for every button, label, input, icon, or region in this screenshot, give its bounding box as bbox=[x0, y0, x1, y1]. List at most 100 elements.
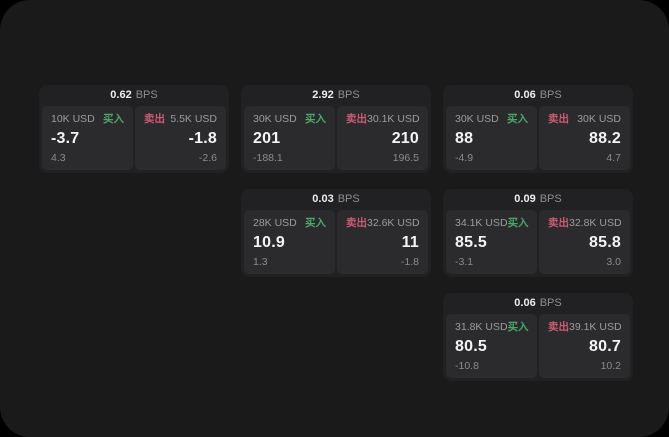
sell-amount: 5.5K USD bbox=[170, 113, 217, 125]
buy-panel-top: 34.1K USD 买入 bbox=[455, 217, 529, 229]
bps-value: 0.06 bbox=[514, 297, 536, 309]
sell-side-label: 卖出 bbox=[548, 321, 569, 333]
quote-card: 0.09 BPS 34.1K USD 买入 85.5 -3.1 卖出 32.8K… bbox=[443, 189, 633, 277]
buy-panel[interactable]: 34.1K USD 买入 85.5 -3.1 bbox=[446, 210, 537, 274]
card-header: 0.06 BPS bbox=[446, 85, 630, 106]
sell-delta: 10.2 bbox=[600, 359, 621, 372]
sell-amount: 39.1K USD bbox=[569, 321, 622, 333]
sell-panel[interactable]: 卖出 39.1K USD 80.7 10.2 bbox=[539, 314, 630, 378]
bps-unit-label: BPS bbox=[337, 89, 360, 101]
buy-panel-top: 30K USD 买入 bbox=[253, 114, 326, 125]
sell-price: 80.7 bbox=[589, 337, 621, 355]
buy-delta: -3.1 bbox=[455, 255, 474, 268]
buy-panel-top: 28K USD 买入 bbox=[253, 218, 326, 229]
sell-side-label: 卖出 bbox=[346, 217, 367, 229]
quote-card: 0.06 BPS 30K USD 买入 88 -4.9 卖出 30K USD 8… bbox=[443, 85, 633, 173]
bps-unit-label: BPS bbox=[539, 193, 562, 205]
buy-price: 80.5 bbox=[455, 337, 487, 355]
sell-price: 88.2 bbox=[589, 129, 621, 147]
buy-side-label: 买入 bbox=[305, 217, 326, 229]
quote-panels: 30K USD 买入 201 -188.1 卖出 30.1K USD 210 1… bbox=[244, 106, 428, 170]
card-header: 0.03 BPS bbox=[244, 189, 428, 210]
bps-unit-label: BPS bbox=[539, 297, 562, 309]
card-header: 2.92 BPS bbox=[244, 85, 428, 106]
buy-price: 201 bbox=[253, 129, 281, 147]
buy-amount: 28K USD bbox=[253, 217, 297, 229]
buy-panel-top: 31.8K USD 买入 bbox=[455, 321, 529, 333]
bps-unit-label: BPS bbox=[337, 193, 360, 205]
bps-value: 0.09 bbox=[514, 193, 536, 205]
sell-panel-top: 卖出 39.1K USD bbox=[548, 321, 622, 333]
quote-panels: 31.8K USD 买入 80.5 -10.8 卖出 39.1K USD 80.… bbox=[446, 314, 630, 378]
buy-amount: 10K USD bbox=[51, 113, 95, 125]
buy-price: -3.7 bbox=[51, 129, 80, 147]
sell-panel[interactable]: 卖出 30.1K USD 210 196.5 bbox=[337, 106, 428, 170]
quote-panels: 34.1K USD 买入 85.5 -3.1 卖出 32.8K USD 85.8… bbox=[446, 210, 630, 274]
card-header: 0.06 BPS bbox=[446, 293, 630, 314]
sell-delta: -1.8 bbox=[400, 255, 419, 268]
buy-delta: 4.3 bbox=[51, 151, 66, 164]
sell-side-label: 卖出 bbox=[548, 113, 569, 125]
sell-panel-top: 卖出 30.1K USD bbox=[346, 113, 420, 125]
buy-panel[interactable]: 30K USD 买入 201 -188.1 bbox=[244, 106, 335, 170]
buy-price: 10.9 bbox=[253, 233, 285, 251]
sell-panel[interactable]: 卖出 5.5K USD -1.8 -2.6 bbox=[135, 106, 226, 170]
buy-panel[interactable]: 10K USD 买入 -3.7 4.3 bbox=[42, 106, 133, 170]
buy-panel[interactable]: 31.8K USD 买入 80.5 -10.8 bbox=[446, 314, 537, 378]
bps-unit-label: BPS bbox=[135, 89, 158, 101]
bps-value: 2.92 bbox=[312, 89, 334, 101]
quote-card: 2.92 BPS 30K USD 买入 201 -188.1 卖出 30.1K … bbox=[241, 85, 431, 173]
bps-value: 0.03 bbox=[312, 193, 334, 205]
buy-side-label: 买入 bbox=[507, 321, 529, 333]
buy-delta: -4.9 bbox=[455, 151, 474, 164]
sell-panel-top: 卖出 32.6K USD bbox=[346, 217, 420, 229]
bps-value: 0.62 bbox=[110, 89, 132, 101]
sell-delta: -2.6 bbox=[198, 151, 217, 164]
buy-panel-top: 30K USD 买入 bbox=[455, 114, 528, 125]
buy-delta: -188.1 bbox=[253, 151, 283, 164]
quote-card: 0.62 BPS 10K USD 买入 -3.7 4.3 卖出 5.5K USD… bbox=[39, 85, 229, 173]
buy-side-label: 买入 bbox=[103, 113, 124, 125]
sell-price: 85.8 bbox=[589, 233, 621, 251]
sell-panel-top: 卖出 30K USD bbox=[548, 114, 621, 125]
buy-price: 88 bbox=[455, 129, 474, 147]
sell-delta: 3.0 bbox=[606, 255, 621, 268]
bps-unit-label: BPS bbox=[539, 89, 562, 101]
quote-card: 0.03 BPS 28K USD 买入 10.9 1.3 卖出 32.6K US… bbox=[241, 189, 431, 277]
buy-amount: 30K USD bbox=[455, 113, 499, 125]
buy-panel-top: 10K USD 买入 bbox=[51, 114, 124, 125]
buy-delta: -10.8 bbox=[455, 359, 479, 372]
sell-price: 210 bbox=[391, 129, 419, 147]
sell-price: 11 bbox=[401, 233, 419, 251]
sell-panel[interactable]: 卖出 32.8K USD 85.8 3.0 bbox=[539, 210, 630, 274]
buy-side-label: 买入 bbox=[507, 113, 528, 125]
quote-panels: 30K USD 买入 88 -4.9 卖出 30K USD 88.2 4.7 bbox=[446, 106, 630, 170]
buy-amount: 31.8K USD bbox=[455, 321, 508, 333]
buy-side-label: 买入 bbox=[305, 113, 326, 125]
sell-panel-top: 卖出 32.8K USD bbox=[548, 217, 622, 229]
sell-amount: 32.6K USD bbox=[367, 217, 420, 229]
card-header: 0.09 BPS bbox=[446, 189, 630, 210]
buy-amount: 34.1K USD bbox=[455, 217, 508, 229]
sell-delta: 4.7 bbox=[606, 151, 621, 164]
buy-side-label: 买入 bbox=[507, 217, 529, 229]
buy-amount: 30K USD bbox=[253, 113, 297, 125]
sell-panel-top: 卖出 5.5K USD bbox=[144, 114, 217, 125]
sell-side-label: 卖出 bbox=[346, 113, 367, 125]
sell-panel[interactable]: 卖出 30K USD 88.2 4.7 bbox=[539, 106, 630, 170]
sell-amount: 30K USD bbox=[577, 113, 621, 125]
sell-panel[interactable]: 卖出 32.6K USD 11 -1.8 bbox=[337, 210, 428, 274]
buy-panel[interactable]: 30K USD 买入 88 -4.9 bbox=[446, 106, 537, 170]
buy-panel[interactable]: 28K USD 买入 10.9 1.3 bbox=[244, 210, 335, 274]
quote-panels: 10K USD 买入 -3.7 4.3 卖出 5.5K USD -1.8 -2.… bbox=[42, 106, 226, 170]
sell-amount: 30.1K USD bbox=[367, 113, 420, 125]
card-header: 0.62 BPS bbox=[42, 85, 226, 106]
buy-delta: 1.3 bbox=[253, 255, 268, 268]
quote-panels: 28K USD 买入 10.9 1.3 卖出 32.6K USD 11 -1.8 bbox=[244, 210, 428, 274]
bps-value: 0.06 bbox=[514, 89, 536, 101]
quote-card: 0.06 BPS 31.8K USD 买入 80.5 -10.8 卖出 39.1… bbox=[443, 293, 633, 381]
sell-side-label: 卖出 bbox=[548, 217, 569, 229]
sell-price: -1.8 bbox=[188, 129, 217, 147]
sell-delta: 196.5 bbox=[392, 151, 419, 164]
